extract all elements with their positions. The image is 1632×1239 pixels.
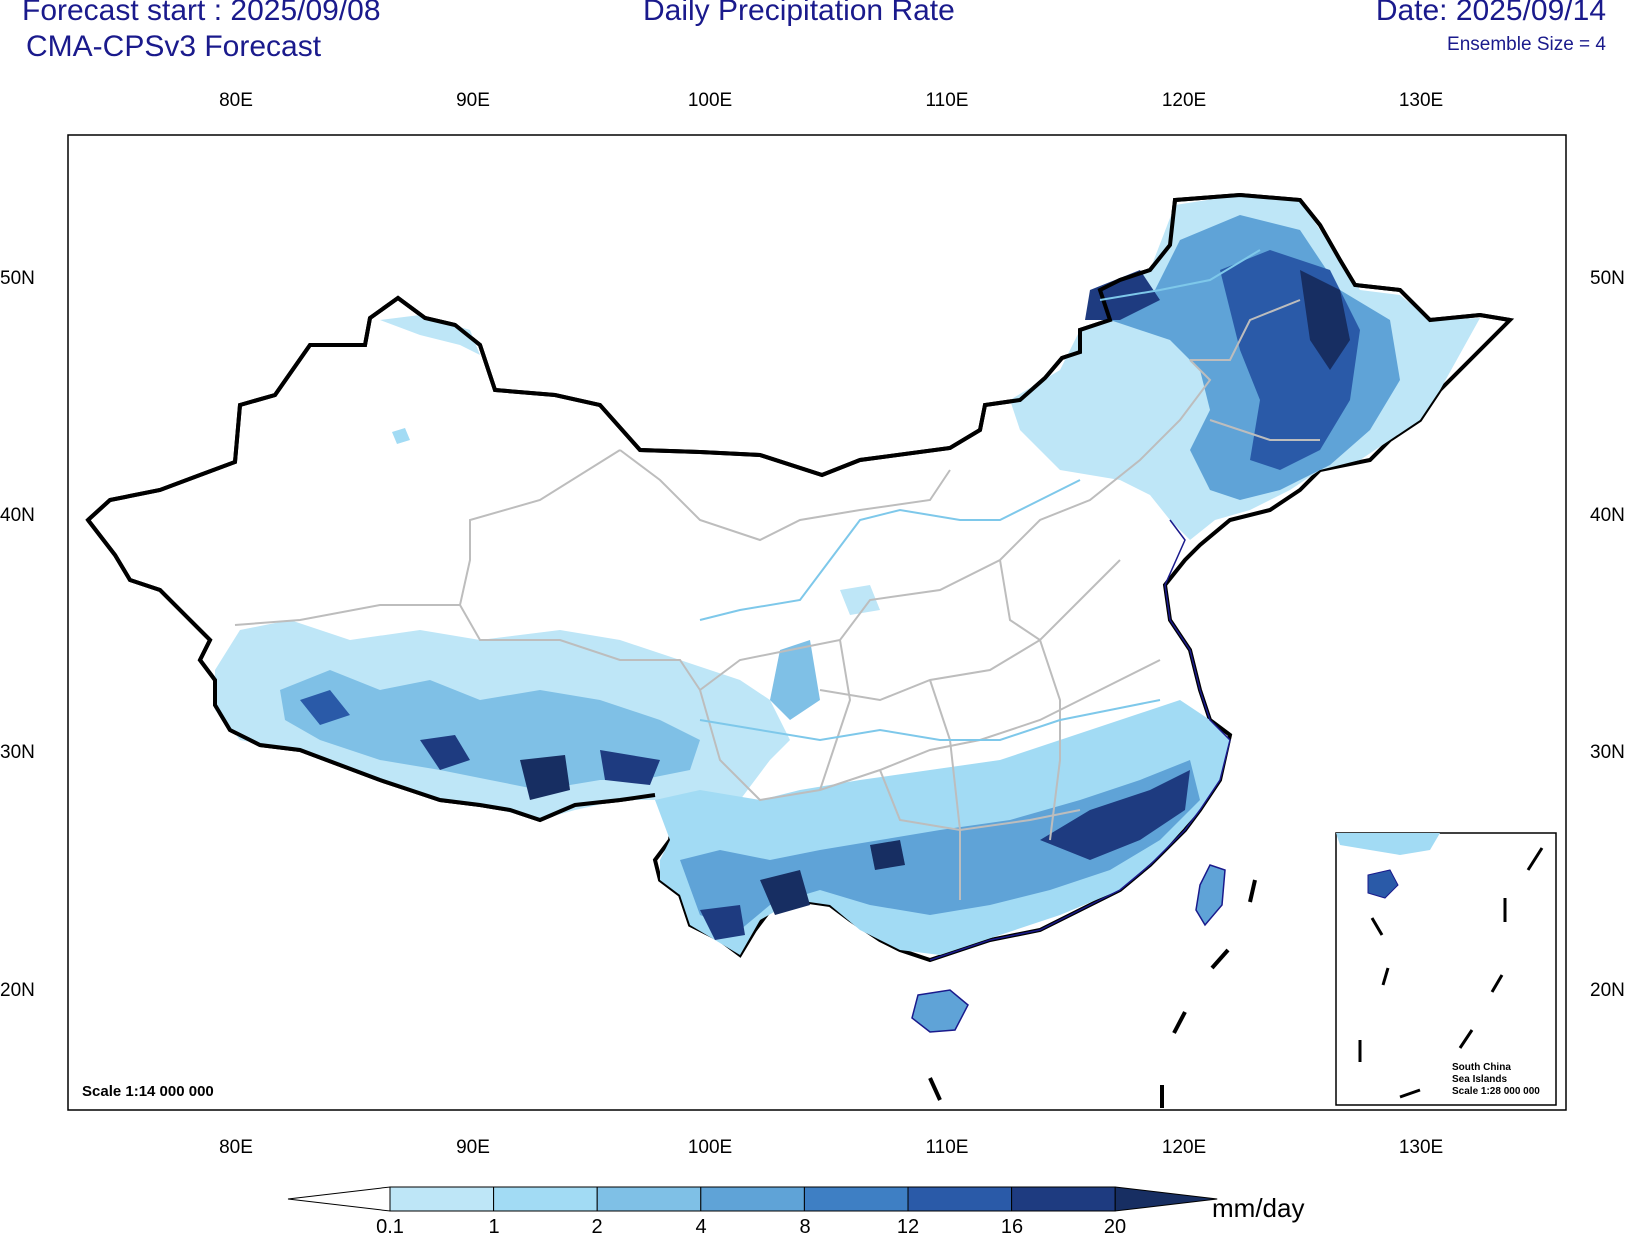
- colorbar-label-7: 20: [1103, 1216, 1127, 1238]
- lon-tick-bottom-90: 90E: [456, 1137, 490, 1158]
- colorbar-label-0: 0.1: [376, 1216, 404, 1238]
- precip-tibet-core-2: [420, 735, 470, 770]
- lon-tick-top-120: 120E: [1161, 90, 1207, 111]
- lon-tick-top-110: 110E: [925, 90, 969, 111]
- lon-tick-top-80: 80E: [219, 90, 253, 111]
- precip-patch-3: [770, 640, 820, 720]
- forecast-start-label: Forecast start : 2025/09/08: [22, 0, 381, 27]
- maritime-dashed-line: [928, 879, 1257, 1108]
- lat-tick-left-30: 30N: [0, 742, 35, 763]
- precip-patch-2: [840, 585, 880, 615]
- map-title: Daily Precipitation Rate: [643, 0, 955, 27]
- colorbar-swatch-2: [493, 1186, 598, 1212]
- precip-south-core-3: [870, 840, 905, 870]
- colorbar-swatch-1: [389, 1186, 495, 1212]
- colorbar-swatch-7: [1011, 1186, 1116, 1212]
- inset-note-line-3: Scale 1:28 000 000: [1452, 1086, 1540, 1097]
- precip-northeast-core: [1300, 270, 1350, 370]
- precip-south-core-4: [700, 905, 745, 940]
- lat-tick-right-40: 40N: [1590, 505, 1625, 526]
- colorbar-label-6: 16: [1000, 1216, 1024, 1238]
- colorbar-swatch-6: [907, 1186, 1013, 1212]
- lon-tick-bottom-110: 110E: [925, 1137, 969, 1158]
- hainan-island: [911, 989, 969, 1033]
- china-land: [85, 192, 1515, 963]
- lat-tick-right-50: 50N: [1590, 268, 1625, 289]
- colorbar-over-arrow: [1114, 1186, 1218, 1212]
- inset-hainan: [1367, 869, 1399, 899]
- inset-note-line-1: South China: [1452, 1062, 1511, 1073]
- national-border: [86, 192, 1511, 823]
- colorbar-label-2: 2: [591, 1216, 603, 1238]
- precip-patch-1: [392, 428, 410, 444]
- lat-tick-left-40: 40N: [0, 505, 35, 526]
- lon-tick-bottom-100: 100E: [687, 1137, 733, 1158]
- precip-tibet-core-4: [600, 750, 660, 785]
- precip-south-mid: [680, 760, 1200, 930]
- colorbar-swatch-5: [803, 1186, 909, 1212]
- precip-tibet-core-1: [300, 690, 350, 725]
- precip-xinjiang-north: [380, 315, 480, 355]
- colorbar-swatch-4: [700, 1186, 805, 1212]
- colorbar-label-1: 1: [488, 1216, 500, 1238]
- inset-coast-fill: [1336, 833, 1440, 855]
- lat-tick-left-50: 50N: [0, 268, 35, 289]
- colorbar-label-4: 8: [799, 1216, 811, 1238]
- colorbar-under-arrow: [287, 1186, 391, 1212]
- lon-tick-top-90: 90E: [456, 90, 490, 111]
- precip-south-core-1: [1040, 770, 1190, 860]
- taiwan-island: [1195, 864, 1226, 927]
- coastline: [929, 519, 1231, 961]
- lon-tick-top-130: 130E: [1398, 90, 1444, 111]
- colorbar-label-5: 12: [896, 1216, 920, 1238]
- precip-south-core-2: [760, 870, 810, 915]
- inset-note-line-2: Sea Islands: [1452, 1074, 1508, 1085]
- precip-tibet-core-3: [520, 755, 570, 800]
- inset-dashed-line: [1358, 847, 1544, 1099]
- ensemble-label: Ensemble Size = 4: [1447, 34, 1606, 55]
- lon-tick-top-100: 100E: [687, 90, 733, 111]
- colorbar-unit: mm/day: [1212, 1193, 1305, 1223]
- lat-tick-right-30: 30N: [1590, 742, 1625, 763]
- colorbar: [287, 1186, 1218, 1212]
- lat-tick-left-20: 20N: [0, 980, 35, 1001]
- model-label: CMA-CPSv3 Forecast: [26, 30, 322, 63]
- inset-note: South China Sea Islands Scale 1:28 000 0…: [1452, 1062, 1540, 1098]
- lon-tick-bottom-80: 80E: [219, 1137, 253, 1158]
- scale-note: Scale 1:14 000 000: [82, 1083, 214, 1100]
- lon-tick-bottom-120: 120E: [1161, 1137, 1207, 1158]
- lon-tick-bottom-130: 130E: [1398, 1137, 1444, 1158]
- colorbar-swatch-3: [596, 1186, 702, 1212]
- lat-tick-right-20: 20N: [1590, 980, 1625, 1001]
- precip-tibet-mid: [280, 670, 700, 790]
- date-label: Date: 2025/09/14: [1375, 0, 1606, 27]
- province-boundaries: [234, 299, 1320, 900]
- colorbar-label-3: 4: [695, 1216, 707, 1238]
- rivers: [699, 249, 1261, 742]
